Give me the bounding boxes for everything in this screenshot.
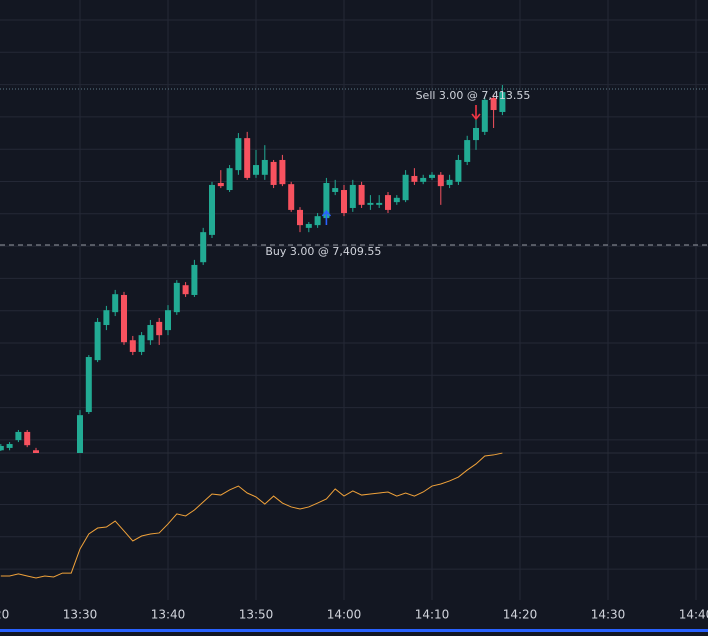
x-tick-label: 14:00 — [327, 608, 362, 622]
grid — [0, 0, 708, 600]
candle-body — [0, 445, 4, 451]
candle-body — [411, 175, 418, 182]
candle-body — [349, 184, 356, 208]
candles — [0, 85, 506, 453]
candle-body — [288, 184, 295, 210]
x-tick-label: 13:30 — [63, 608, 98, 622]
trade-label: Sell 3.00 @ 7,413.55 — [416, 89, 531, 102]
candle-body — [173, 282, 180, 313]
indicator-line — [0, 452, 503, 579]
x-tick-label: 14:20 — [503, 608, 538, 622]
candle-body — [393, 197, 400, 203]
candle-body — [24, 431, 31, 446]
candle-body — [121, 294, 127, 343]
x-tick-label: 13:20 — [0, 608, 9, 622]
candle-body — [191, 264, 198, 295]
candle-body — [77, 415, 83, 453]
candle-body — [85, 357, 92, 413]
candle-body — [261, 159, 268, 175]
candle-body — [367, 202, 374, 205]
candle-body — [94, 321, 101, 361]
candle-body — [490, 97, 497, 111]
candle-body — [217, 182, 224, 187]
candle-body — [473, 127, 479, 141]
candle-body — [33, 450, 39, 453]
candle-body — [332, 188, 339, 192]
candle-body — [165, 310, 171, 331]
candle-body — [402, 174, 409, 201]
candle-body — [376, 202, 383, 205]
candle-body — [481, 99, 488, 132]
candle-body — [6, 444, 13, 448]
candle-body — [15, 431, 22, 441]
candle-body — [358, 184, 365, 205]
candle-body — [253, 165, 259, 175]
x-tick-label: 13:50 — [239, 608, 274, 622]
candle-body — [297, 209, 303, 226]
x-tick-label: 13:40 — [151, 608, 186, 622]
candle-body — [385, 195, 391, 210]
trade-label: Buy 3.00 @ 7,409.55 — [265, 245, 381, 258]
candle-body — [156, 321, 163, 336]
candle-body — [455, 159, 462, 182]
candle-body — [209, 184, 215, 235]
candle-body — [314, 216, 321, 226]
candle-body — [235, 138, 242, 171]
candle-body — [341, 190, 347, 214]
trade-arrow — [471, 104, 481, 121]
candle-body — [129, 340, 136, 352]
candle-body — [103, 310, 110, 326]
x-tick-label: 14:30 — [591, 608, 626, 622]
candle-body — [270, 161, 277, 185]
candle-body — [437, 174, 444, 187]
trade-arrow — [321, 209, 332, 226]
candle-body — [182, 285, 189, 295]
candle-body — [147, 325, 154, 341]
candle-body — [305, 223, 312, 228]
candle-body — [420, 177, 427, 182]
bottom-bar — [0, 629, 708, 632]
x-tick-label: 14:10 — [415, 608, 450, 622]
candle-body — [429, 174, 435, 178]
candle-body — [279, 159, 286, 185]
candle-body — [138, 335, 145, 352]
candle-body — [200, 232, 207, 263]
candle-body — [112, 294, 119, 313]
candle-body — [323, 182, 330, 219]
candle-body — [464, 140, 471, 162]
candle-body — [446, 179, 453, 185]
candle-body — [499, 92, 506, 112]
candle-body — [244, 138, 251, 178]
x-tick-label: 14:40 — [679, 608, 708, 622]
candle-body — [226, 168, 233, 191]
